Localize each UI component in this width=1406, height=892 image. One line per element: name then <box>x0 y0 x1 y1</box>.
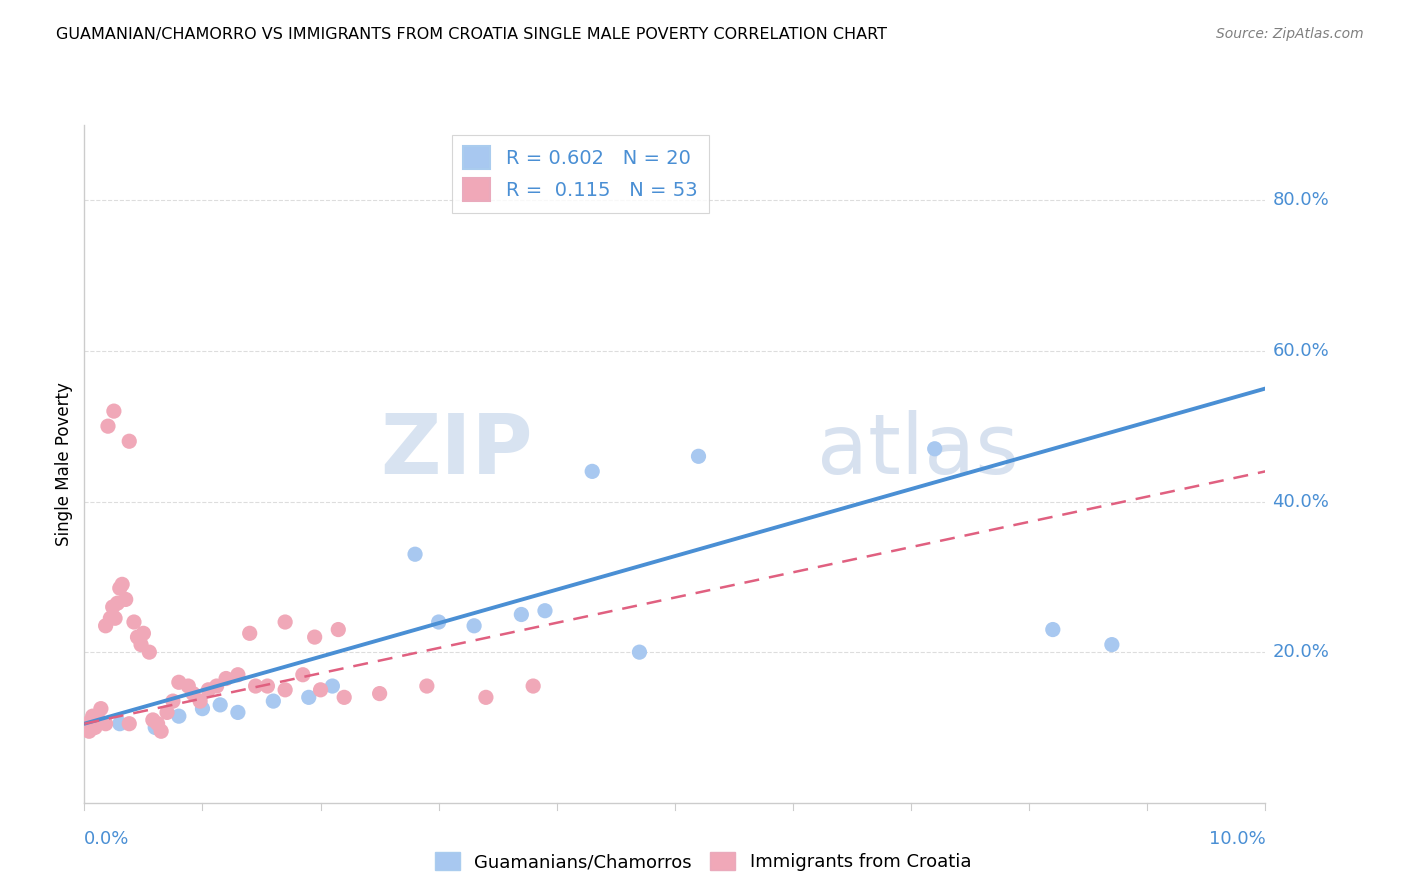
Point <box>84 721 107 735</box>
Point <box>522 679 544 693</box>
Point <box>162 694 184 708</box>
Point <box>104 611 127 625</box>
Legend: R = 0.602   N = 20, R =  0.115   N = 53: R = 0.602 N = 20, R = 0.115 N = 53 <box>451 135 709 212</box>
Point <box>129 638 152 652</box>
Text: 40.0%: 40.0% <box>1272 492 1329 510</box>
Point <box>475 690 498 705</box>
Point <box>142 713 165 727</box>
Point <box>197 682 219 697</box>
Point <box>111 577 134 591</box>
Text: GUAMANIAN/CHAMORRO VS IMMIGRANTS FROM CROATIA SINGLE MALE POVERTY CORRELATION CH: GUAMANIAN/CHAMORRO VS IMMIGRANTS FROM CR… <box>56 27 887 42</box>
Point <box>127 630 149 644</box>
Point <box>167 709 190 723</box>
Point <box>97 419 120 434</box>
Text: 0.0%: 0.0% <box>84 830 129 847</box>
Point <box>262 694 284 708</box>
Point <box>118 434 141 449</box>
Point <box>177 679 200 693</box>
Point <box>77 724 100 739</box>
Point <box>167 675 190 690</box>
Point <box>510 607 533 622</box>
Point <box>688 450 710 464</box>
Point <box>181 687 204 701</box>
Point <box>628 645 651 659</box>
Point <box>226 667 249 681</box>
Point <box>114 592 136 607</box>
Text: Source: ZipAtlas.com: Source: ZipAtlas.com <box>1216 27 1364 41</box>
Point <box>108 581 131 595</box>
Point <box>146 716 169 731</box>
Point <box>368 687 391 701</box>
Point <box>328 623 350 637</box>
Legend: Guamanians/Chamorros, Immigrants from Croatia: Guamanians/Chamorros, Immigrants from Cr… <box>427 845 979 879</box>
Point <box>298 690 321 705</box>
Point <box>581 464 603 478</box>
Point <box>103 404 125 418</box>
Point <box>150 724 173 739</box>
Point <box>132 626 155 640</box>
Point <box>94 619 117 633</box>
Point <box>534 604 557 618</box>
Point <box>274 615 297 629</box>
Point <box>80 716 103 731</box>
Text: atlas: atlas <box>817 409 1018 491</box>
Point <box>245 679 267 693</box>
Point <box>108 716 131 731</box>
Point <box>291 667 314 681</box>
Point <box>90 701 112 715</box>
Point <box>304 630 326 644</box>
Text: 80.0%: 80.0% <box>1272 191 1329 210</box>
Point <box>416 679 439 693</box>
Point <box>321 679 343 693</box>
Point <box>84 716 107 731</box>
Point <box>309 682 332 697</box>
Point <box>76 716 98 731</box>
Point <box>226 706 249 720</box>
Point <box>1101 638 1123 652</box>
Text: ZIP: ZIP <box>381 409 533 491</box>
Point <box>463 619 485 633</box>
Point <box>98 611 121 625</box>
Point <box>87 713 110 727</box>
Text: 60.0%: 60.0% <box>1272 342 1329 359</box>
Point <box>118 716 141 731</box>
Point <box>404 547 426 561</box>
Point <box>191 701 214 715</box>
Point <box>188 694 211 708</box>
Point <box>1042 623 1064 637</box>
Point <box>138 645 160 659</box>
Point <box>239 626 262 640</box>
Text: 20.0%: 20.0% <box>1272 643 1329 661</box>
Point <box>94 716 117 731</box>
Point <box>122 615 145 629</box>
Point <box>107 596 129 610</box>
Point <box>143 721 166 735</box>
Point <box>924 442 946 456</box>
Point <box>215 672 238 686</box>
Text: 10.0%: 10.0% <box>1209 830 1265 847</box>
Point <box>156 706 179 720</box>
Point <box>205 679 228 693</box>
Point <box>333 690 356 705</box>
Point <box>101 599 124 614</box>
Point <box>209 698 232 712</box>
Point <box>274 682 297 697</box>
Point <box>256 679 278 693</box>
Y-axis label: Single Male Poverty: Single Male Poverty <box>55 382 73 546</box>
Point <box>82 709 104 723</box>
Point <box>427 615 450 629</box>
